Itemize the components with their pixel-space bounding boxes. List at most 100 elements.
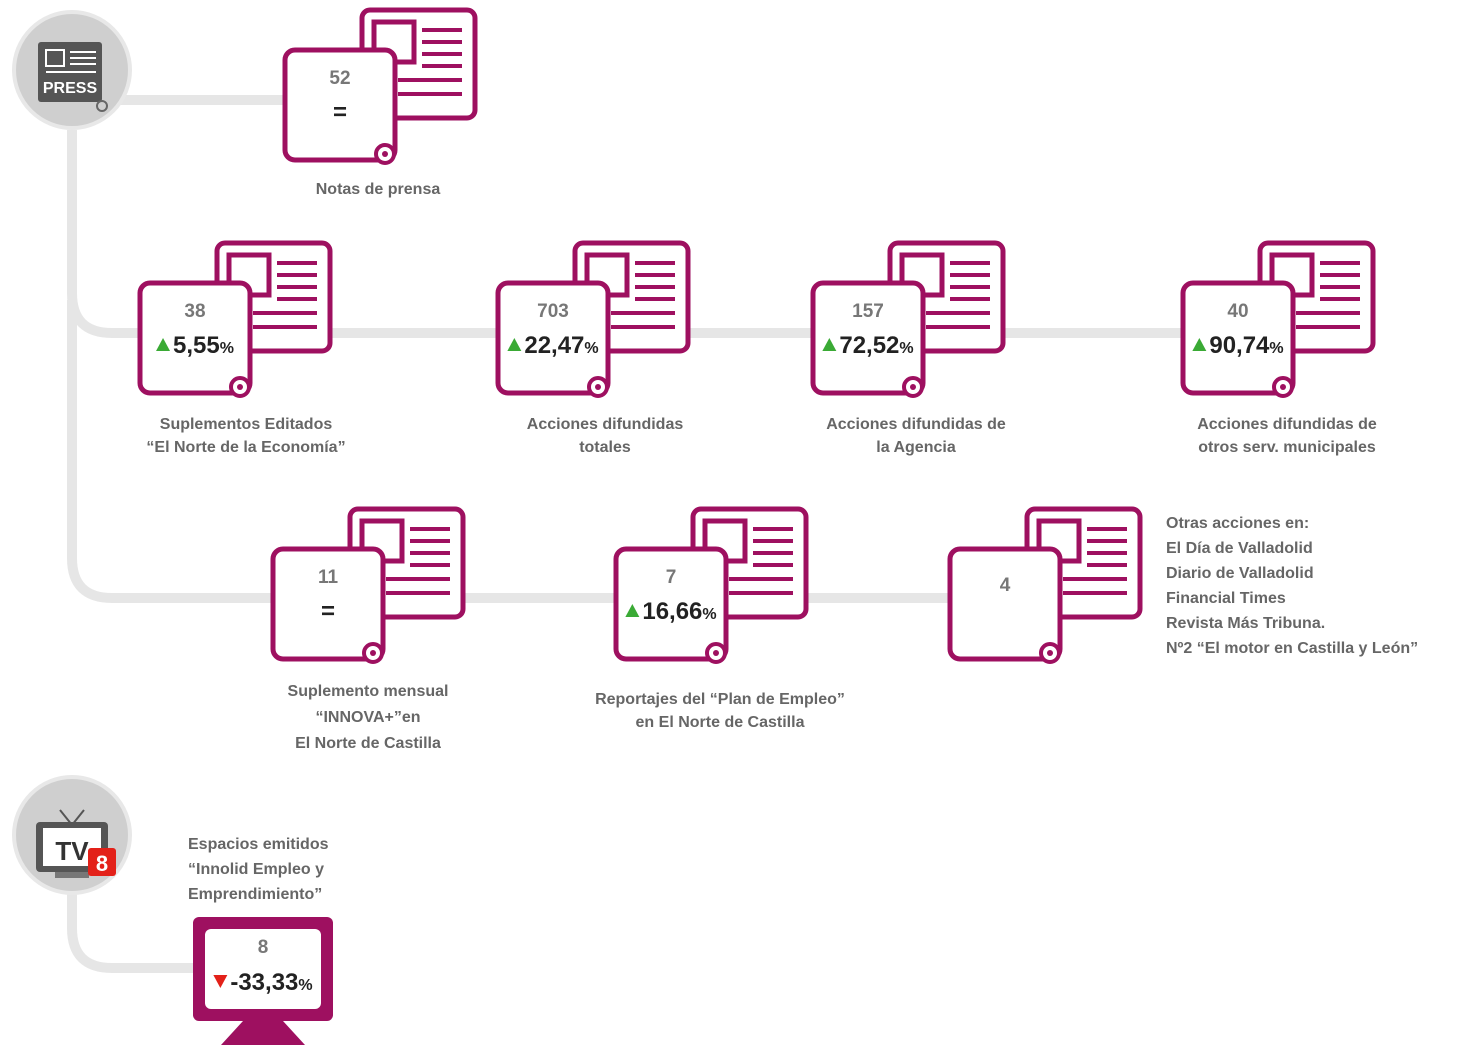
card-label: Diario de Valladolid [1166, 565, 1314, 582]
change-arrow [507, 338, 522, 351]
card-count: 157 [852, 301, 884, 322]
card-label: Revista Más Tribuna. [1166, 615, 1325, 632]
document-lines [253, 261, 317, 329]
document-lines [1063, 527, 1127, 595]
press-icon: PRESS [12, 10, 132, 130]
tv-icon-label: TV [55, 836, 89, 866]
tv-screen-inner [205, 929, 321, 1009]
change-symbol: = [321, 598, 335, 625]
change-unit: % [298, 977, 312, 994]
card-count: 7 [666, 567, 677, 588]
document-lines [1296, 261, 1360, 329]
change-value: -33,33% [230, 969, 312, 996]
card-count: 40 [1227, 301, 1248, 322]
document-card [613, 506, 809, 664]
front-document [270, 546, 386, 662]
card-count: 52 [329, 68, 350, 89]
front-document [613, 546, 729, 662]
document-lines [611, 261, 675, 329]
change-arrow [822, 338, 837, 351]
scroll-curl [595, 384, 601, 390]
change-unit: % [899, 340, 913, 357]
front-document [810, 280, 926, 396]
card-count: 4 [1000, 575, 1011, 596]
document-card [947, 506, 1143, 664]
change-number: 22,47 [524, 332, 584, 359]
card-label: El Norte de Castilla [295, 735, 441, 752]
card-label: Suplementos Editados [160, 416, 333, 433]
change-value: 22,47% [524, 332, 598, 359]
card-label: Reportajes del “Plan de Empleo” [595, 691, 845, 708]
scroll-curl [382, 151, 388, 157]
front-document [1180, 280, 1296, 396]
card-label: “El Norte de la Economía” [146, 439, 345, 456]
tv-label: Emprendimiento” [188, 886, 322, 903]
change-value: 90,74% [1209, 332, 1283, 359]
document-lines [729, 527, 793, 595]
connector [67, 880, 200, 973]
scroll-curl [1280, 384, 1286, 390]
card-label: El Día de Valladolid [1166, 540, 1313, 557]
card-count: 11 [318, 567, 339, 588]
document-card [137, 240, 333, 398]
card-label: la Agencia [876, 439, 956, 456]
document-card [282, 7, 478, 165]
tv-channel: 8 [96, 851, 108, 876]
change-unit: % [702, 606, 716, 623]
scroll-curl [370, 650, 376, 656]
card-label: Notas de prensa [316, 181, 441, 198]
scroll-curl [713, 650, 719, 656]
change-value: 5,55% [173, 332, 234, 359]
connector [67, 130, 1200, 338]
front-document [137, 280, 253, 396]
change-number: -33,33 [230, 969, 298, 996]
card-label: en El Norte de Castilla [636, 714, 805, 731]
change-number: 90,74 [1209, 332, 1270, 359]
connectors [67, 95, 1200, 973]
tv-count: 8 [258, 937, 269, 958]
change-arrow [156, 338, 171, 351]
change-number: 5,55 [173, 332, 220, 359]
document-lines [398, 28, 462, 96]
card-label: Acciones difundidas de [826, 416, 1006, 433]
change-unit: % [1269, 340, 1283, 357]
front-document [282, 47, 398, 163]
card-label: otros serv. municipales [1198, 439, 1376, 456]
card-label: Nº2 “El motor en Castilla y León” [1166, 640, 1418, 657]
card-label: Acciones difundidas de [1197, 416, 1377, 433]
document-card [270, 506, 466, 664]
change-value: 16,66% [642, 598, 716, 625]
change-arrow [625, 604, 640, 617]
card-count: 38 [184, 301, 205, 322]
front-document [947, 546, 1063, 662]
card-label: Suplemento mensual [288, 683, 449, 700]
document-lines [926, 261, 990, 329]
change-arrow [1192, 338, 1207, 351]
scroll-curl [910, 384, 916, 390]
card-label: totales [579, 439, 631, 456]
connector [67, 300, 960, 603]
change-number: 16,66 [642, 598, 702, 625]
card-label: “INNOVA+”en [315, 709, 420, 726]
card-label: Financial Times [1166, 590, 1286, 607]
press-icon-label: PRESS [43, 80, 98, 97]
tv-icon: TV 8 [12, 775, 132, 895]
document-card [1180, 240, 1376, 398]
document-card [810, 240, 1006, 398]
front-document [495, 280, 611, 396]
change-symbol: = [333, 99, 347, 126]
scroll-curl [237, 384, 243, 390]
tv-label: Espacios emitidos [188, 836, 329, 853]
tv-label: “Innolid Empleo y [188, 861, 324, 878]
document-lines [386, 527, 450, 595]
tv-base [221, 1021, 305, 1045]
document-card [495, 240, 691, 398]
card-count: 703 [537, 301, 569, 322]
change-unit: % [584, 340, 598, 357]
change-unit: % [220, 340, 234, 357]
scroll-curl [1047, 650, 1053, 656]
change-number: 72,52 [839, 332, 899, 359]
card-label: Otras acciones en: [1166, 515, 1309, 532]
change-value: 72,52% [839, 332, 913, 359]
